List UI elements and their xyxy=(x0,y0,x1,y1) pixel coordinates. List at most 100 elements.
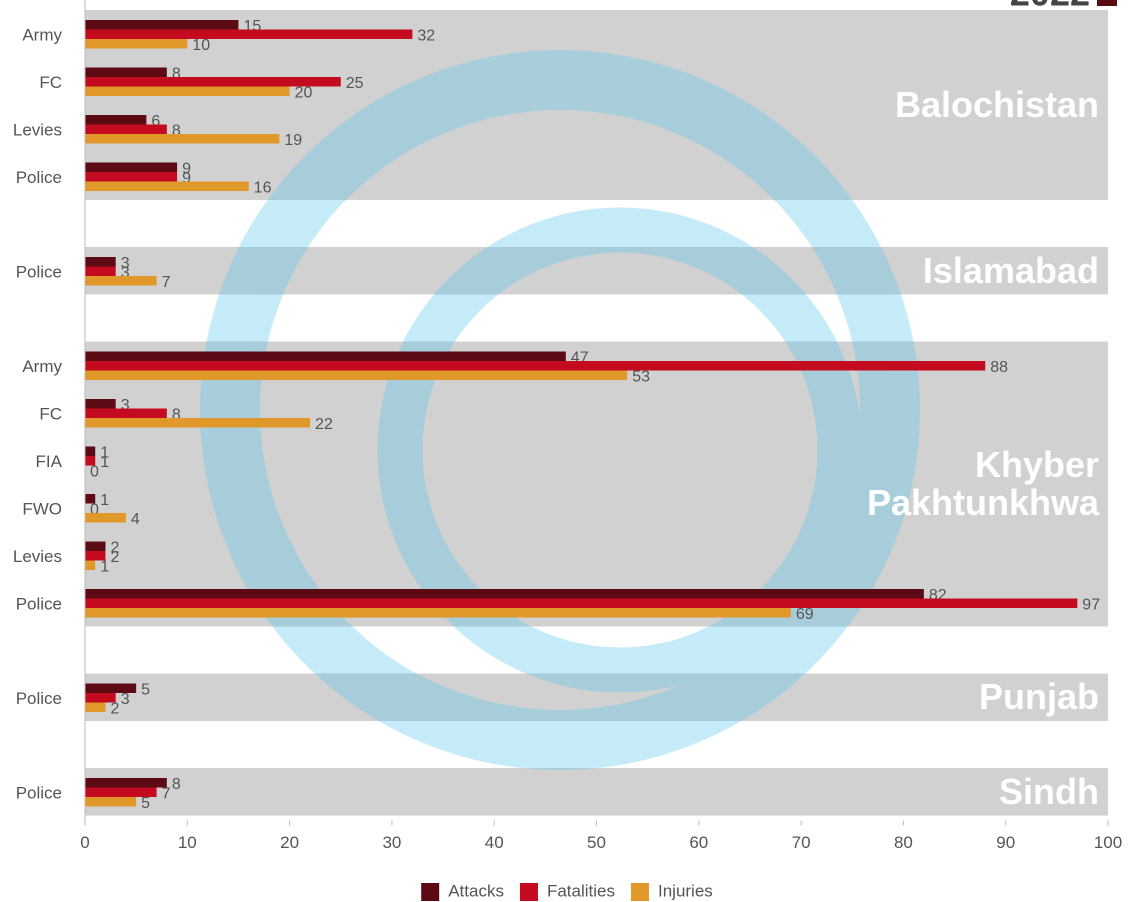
y-tick-label: FWO xyxy=(22,499,62,518)
value-label: 4 xyxy=(131,511,140,528)
y-tick-label: Levies xyxy=(13,120,62,139)
value-label: 19 xyxy=(284,132,302,149)
bar xyxy=(85,408,167,418)
value-label: 53 xyxy=(632,369,650,386)
group-panel xyxy=(85,341,1108,627)
x-tick-label: 100 xyxy=(1094,833,1122,852)
bar xyxy=(85,20,239,30)
x-tick-label: 60 xyxy=(689,833,708,852)
value-label: 7 xyxy=(162,274,171,291)
group-panel xyxy=(85,247,1108,295)
bar xyxy=(85,446,96,456)
value-label: 2 xyxy=(110,540,119,557)
legend-label: Fatalities xyxy=(547,881,615,900)
x-tick-label: 40 xyxy=(485,833,504,852)
value-label: 8 xyxy=(172,123,181,140)
value-label: 3 xyxy=(121,255,130,272)
group-panel xyxy=(85,10,1108,200)
value-label: 1 xyxy=(100,445,109,462)
value-label: 0 xyxy=(90,502,99,519)
bar xyxy=(85,351,566,361)
value-label: 2 xyxy=(110,701,119,718)
x-tick-label: 20 xyxy=(280,833,299,852)
y-tick-label: FIA xyxy=(36,452,63,471)
group-panel xyxy=(85,768,1108,816)
bar xyxy=(85,399,116,409)
value-label: 1 xyxy=(100,559,109,576)
value-label: 88 xyxy=(990,359,1008,376)
value-label: 16 xyxy=(254,180,272,197)
bar xyxy=(85,702,106,712)
legend-swatch xyxy=(630,883,649,901)
bar xyxy=(85,67,167,77)
group-label: Punjab xyxy=(978,676,1099,718)
bar xyxy=(85,589,924,599)
group-label: Islamabad xyxy=(922,249,1099,291)
bar xyxy=(85,86,290,96)
legend-label: Injuries xyxy=(658,881,713,900)
panels xyxy=(85,10,1108,816)
bar xyxy=(85,181,249,191)
y-tick-label: Army xyxy=(22,357,62,376)
value-label: 9 xyxy=(182,161,191,178)
x-tick-label: 70 xyxy=(792,833,811,852)
bar xyxy=(85,162,178,172)
bar xyxy=(85,134,280,144)
legend-label: Attacks xyxy=(448,881,504,900)
bar xyxy=(85,370,628,380)
x-tick-label: 50 xyxy=(587,833,606,852)
bar xyxy=(85,361,986,371)
y-tick-label: Police xyxy=(16,783,62,802)
value-label: 22 xyxy=(315,416,333,433)
value-label: 25 xyxy=(346,75,364,92)
bar xyxy=(85,276,157,286)
value-label: 32 xyxy=(417,28,435,45)
bar xyxy=(85,456,96,466)
value-label: 5 xyxy=(141,682,150,699)
y-tick-label: FC xyxy=(39,404,62,423)
value-label: 8 xyxy=(172,66,181,83)
value-label: 6 xyxy=(151,113,160,130)
group-panel xyxy=(85,673,1108,721)
bar xyxy=(85,39,188,49)
corner-label: 2022 xyxy=(1010,0,1090,14)
value-label: 9 xyxy=(182,170,191,187)
y-tick-label: FC xyxy=(39,73,62,92)
value-label: 1 xyxy=(100,454,109,471)
y-tick-label: Levies xyxy=(13,547,62,566)
value-label: 0 xyxy=(90,464,99,481)
watermark xyxy=(200,50,920,770)
bar xyxy=(85,797,137,807)
bar xyxy=(85,787,157,797)
bar xyxy=(85,257,116,267)
bar xyxy=(85,124,167,134)
bar xyxy=(85,683,137,693)
value-label: 69 xyxy=(796,606,814,623)
y-tick-label: Police xyxy=(16,168,62,187)
value-label: 20 xyxy=(295,85,313,102)
legend: Attacks Fatalities Injuries xyxy=(421,881,713,901)
group-label: Sindh xyxy=(999,770,1099,812)
group-label: Balochistan xyxy=(894,84,1099,125)
bar xyxy=(85,778,167,788)
bar xyxy=(85,513,126,523)
bar xyxy=(85,608,791,618)
x-tick-label: 90 xyxy=(996,833,1015,852)
bar xyxy=(85,29,413,39)
x-tick-label: 10 xyxy=(178,833,197,852)
value-label: 3 xyxy=(121,265,130,282)
corner-swatch xyxy=(1097,0,1117,6)
x-tick-label: 30 xyxy=(382,833,401,852)
y-tick-label: Police xyxy=(16,262,62,281)
value-label: 97 xyxy=(1082,597,1100,614)
bar xyxy=(85,418,311,428)
x-tick-label: 0 xyxy=(80,833,89,852)
value-label: 3 xyxy=(121,691,130,708)
bar xyxy=(85,266,116,276)
group-label: Khyber Pakhtunkhwa xyxy=(866,444,1099,523)
legend-swatch xyxy=(519,883,538,901)
bar xyxy=(85,551,106,561)
bar xyxy=(85,115,147,125)
bar xyxy=(85,693,116,703)
